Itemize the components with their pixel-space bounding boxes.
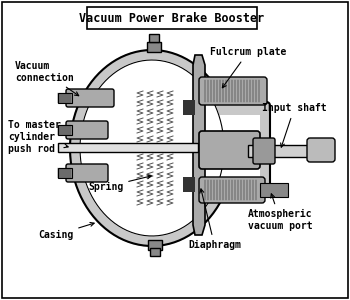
FancyBboxPatch shape bbox=[66, 164, 108, 182]
Text: Casing: Casing bbox=[38, 223, 94, 240]
Bar bbox=[58, 93, 72, 103]
Text: Vacuum Power Brake Booster: Vacuum Power Brake Booster bbox=[79, 11, 265, 25]
Bar bbox=[248, 145, 318, 157]
FancyBboxPatch shape bbox=[253, 138, 275, 164]
FancyBboxPatch shape bbox=[87, 7, 257, 29]
Text: To master
cylinder
push rod: To master cylinder push rod bbox=[8, 120, 68, 154]
FancyBboxPatch shape bbox=[194, 102, 270, 192]
Polygon shape bbox=[70, 50, 234, 246]
Text: Input shaft: Input shaft bbox=[262, 103, 327, 147]
Bar bbox=[200, 115, 260, 180]
Bar bbox=[260, 183, 288, 197]
Bar bbox=[148, 240, 162, 250]
Polygon shape bbox=[80, 60, 224, 236]
Polygon shape bbox=[193, 55, 205, 235]
Bar bbox=[58, 143, 198, 152]
Bar bbox=[147, 42, 161, 52]
FancyBboxPatch shape bbox=[66, 89, 114, 107]
Bar bbox=[58, 125, 72, 135]
Bar bbox=[149, 34, 159, 42]
FancyBboxPatch shape bbox=[66, 121, 108, 139]
Text: Vacuum
connection: Vacuum connection bbox=[15, 61, 79, 96]
Text: Atmospheric
vacuum port: Atmospheric vacuum port bbox=[248, 194, 313, 231]
Bar bbox=[183, 177, 195, 192]
FancyBboxPatch shape bbox=[307, 138, 335, 162]
Text: Fulcrum plate: Fulcrum plate bbox=[210, 47, 286, 88]
Bar bbox=[183, 100, 195, 115]
FancyBboxPatch shape bbox=[199, 177, 265, 203]
Text: Spring: Spring bbox=[88, 175, 151, 192]
FancyBboxPatch shape bbox=[199, 77, 267, 105]
FancyBboxPatch shape bbox=[199, 131, 260, 169]
Bar bbox=[58, 168, 72, 178]
Text: Diaphragm: Diaphragm bbox=[188, 189, 241, 250]
Bar bbox=[150, 248, 160, 256]
